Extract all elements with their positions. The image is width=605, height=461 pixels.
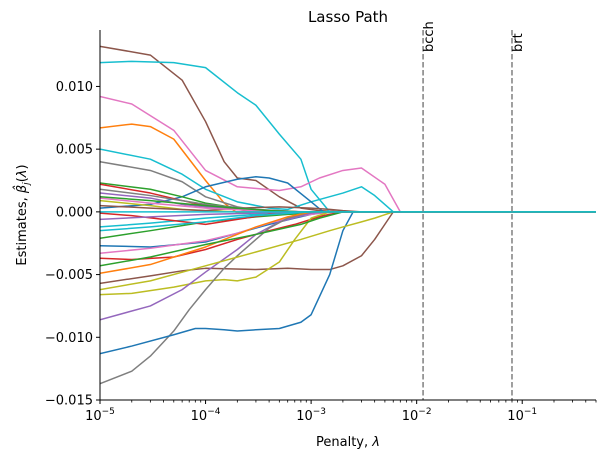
series-line-5 xyxy=(100,148,596,213)
series-line-17 xyxy=(100,211,596,285)
y-tick-label-2: −0.010 xyxy=(45,331,93,346)
y-tick-label-3: −0.005 xyxy=(45,268,93,283)
series-line-28 xyxy=(100,211,596,221)
y-tick-label-5: 0.005 xyxy=(56,143,93,158)
y-tick-label-6: 0.010 xyxy=(56,80,93,95)
series-line-1 xyxy=(100,45,596,213)
series-line-26 xyxy=(100,204,596,213)
vertical-line-label-1: bcch xyxy=(422,21,437,52)
y-tick-label-4: 0.000 xyxy=(56,205,93,220)
vertical-lines-group: bcch brt xyxy=(422,21,526,400)
series-line-19 xyxy=(100,211,596,321)
series-line-3 xyxy=(100,95,596,213)
series-line-21 xyxy=(100,211,596,355)
series-line-23 xyxy=(100,211,596,291)
y-axis-label: Estimates, β̂j(λ) xyxy=(13,164,32,265)
series-line-2 xyxy=(100,60,596,213)
series-line-8 xyxy=(100,182,596,213)
x-tick-label-5: 10−1 xyxy=(507,407,537,424)
x-tick-label-4: 10−2 xyxy=(402,407,432,424)
vertical-line-label-2: brt xyxy=(511,33,526,52)
x-tick-label-2: 10−4 xyxy=(191,407,221,424)
series-line-15 xyxy=(100,211,596,254)
series-line-24 xyxy=(100,211,596,267)
series-line-16 xyxy=(100,211,596,261)
axes-group: −0.015 −0.010 −0.005 0.000 0.005 0.010 10−5 10−… xyxy=(45,30,597,424)
x-tick-label-3: 10−3 xyxy=(296,407,326,424)
x-axis-label: Penalty, λ xyxy=(316,435,380,450)
series-line-20 xyxy=(100,211,596,385)
series-group xyxy=(100,45,596,385)
chart-title: Lasso Path xyxy=(308,8,388,26)
x-tick-label-1: 10−5 xyxy=(85,407,115,424)
y-tick-label-1: −0.015 xyxy=(45,394,93,409)
series-line-14 xyxy=(100,211,596,248)
